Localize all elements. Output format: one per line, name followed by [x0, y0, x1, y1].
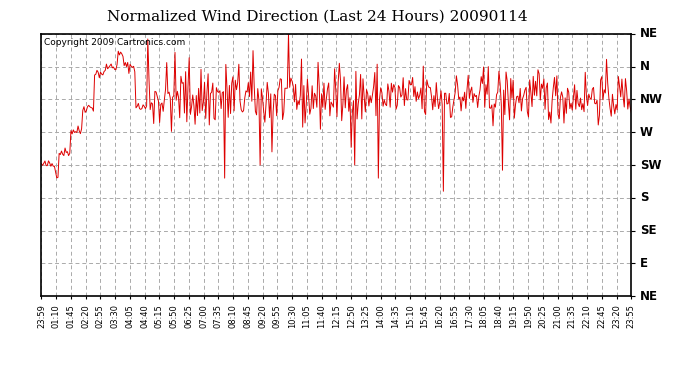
Text: W: W — [640, 126, 653, 139]
Text: SW: SW — [640, 159, 661, 171]
Text: NW: NW — [640, 93, 662, 106]
Text: NE: NE — [640, 27, 658, 40]
Text: E: E — [640, 257, 648, 270]
Text: N: N — [640, 60, 650, 73]
Text: NE: NE — [640, 290, 658, 303]
Text: Normalized Wind Direction (Last 24 Hours) 20090114: Normalized Wind Direction (Last 24 Hours… — [107, 9, 528, 23]
Text: Copyright 2009 Cartronics.com: Copyright 2009 Cartronics.com — [44, 38, 186, 47]
Text: S: S — [640, 191, 648, 204]
Text: SE: SE — [640, 224, 656, 237]
